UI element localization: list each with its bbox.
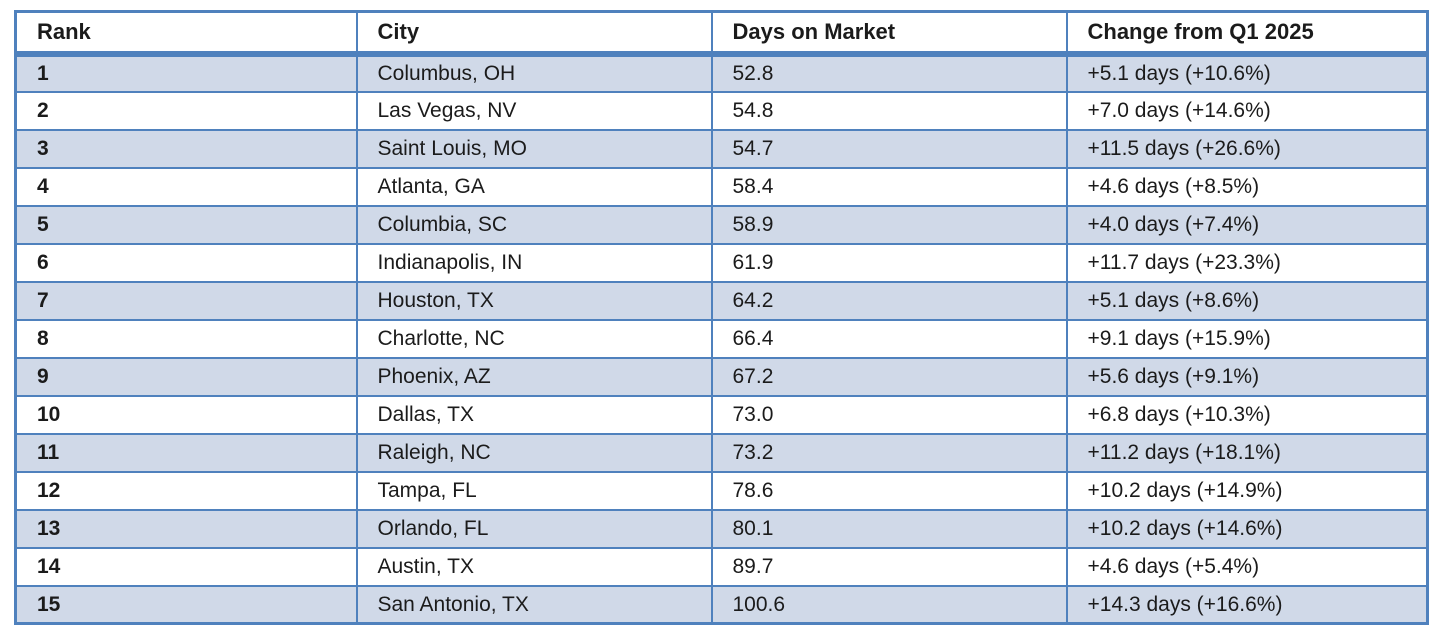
cell-rank: 10 bbox=[14, 394, 358, 435]
table-row: 8 Charlotte, NC 66.4 +9.1 days (+15.9%) bbox=[14, 318, 1429, 359]
cell-change: +4.6 days (+5.4%) bbox=[1065, 546, 1429, 587]
cell-change: +11.5 days (+26.6%) bbox=[1065, 128, 1429, 169]
cell-city: Tampa, FL bbox=[355, 470, 713, 511]
cell-rank: 3 bbox=[14, 128, 358, 169]
cell-change: +9.1 days (+15.9%) bbox=[1065, 318, 1429, 359]
cell-rank: 15 bbox=[14, 584, 358, 625]
cell-days: 100.6 bbox=[710, 584, 1068, 625]
cell-change: +4.6 days (+8.5%) bbox=[1065, 166, 1429, 207]
cell-change: +11.7 days (+23.3%) bbox=[1065, 242, 1429, 283]
cell-rank: 12 bbox=[14, 470, 358, 511]
cell-city: Las Vegas, NV bbox=[355, 90, 713, 131]
table-row: 9 Phoenix, AZ 67.2 +5.6 days (+9.1%) bbox=[14, 356, 1429, 397]
cell-days: 61.9 bbox=[710, 242, 1068, 283]
cell-rank: 4 bbox=[14, 166, 358, 207]
cell-days: 54.7 bbox=[710, 128, 1068, 169]
cell-city: Houston, TX bbox=[355, 280, 713, 321]
cell-city: Columbus, OH bbox=[355, 52, 713, 93]
table-row: 15 San Antonio, TX 100.6 +14.3 days (+16… bbox=[14, 584, 1429, 625]
column-header-change: Change from Q1 2025 bbox=[1065, 10, 1429, 57]
cell-city: Austin, TX bbox=[355, 546, 713, 587]
cell-city: Saint Louis, MO bbox=[355, 128, 713, 169]
cell-city: Indianapolis, IN bbox=[355, 242, 713, 283]
cell-days: 64.2 bbox=[710, 280, 1068, 321]
cell-change: +10.2 days (+14.6%) bbox=[1065, 508, 1429, 549]
cell-change: +5.6 days (+9.1%) bbox=[1065, 356, 1429, 397]
cell-city: Orlando, FL bbox=[355, 508, 713, 549]
cell-rank: 9 bbox=[14, 356, 358, 397]
column-header-rank: Rank bbox=[14, 10, 358, 57]
cell-city: Columbia, SC bbox=[355, 204, 713, 245]
cell-rank: 2 bbox=[14, 90, 358, 131]
table-row: 10 Dallas, TX 73.0 +6.8 days (+10.3%) bbox=[14, 394, 1429, 435]
cell-change: +11.2 days (+18.1%) bbox=[1065, 432, 1429, 473]
days-on-market-table-container: Rank City Days on Market Change from Q1 … bbox=[14, 10, 1429, 625]
cell-city: Dallas, TX bbox=[355, 394, 713, 435]
cell-city: Atlanta, GA bbox=[355, 166, 713, 207]
column-header-days-on-market: Days on Market bbox=[710, 10, 1068, 57]
column-header-city: City bbox=[355, 10, 713, 57]
table-row: 12 Tampa, FL 78.6 +10.2 days (+14.9%) bbox=[14, 470, 1429, 511]
cell-days: 73.0 bbox=[710, 394, 1068, 435]
cell-city: Raleigh, NC bbox=[355, 432, 713, 473]
cell-city: San Antonio, TX bbox=[355, 584, 713, 625]
table-row: 3 Saint Louis, MO 54.7 +11.5 days (+26.6… bbox=[14, 128, 1429, 169]
table-row: 6 Indianapolis, IN 61.9 +11.7 days (+23.… bbox=[14, 242, 1429, 283]
table-row: 14 Austin, TX 89.7 +4.6 days (+5.4%) bbox=[14, 546, 1429, 587]
cell-change: +7.0 days (+14.6%) bbox=[1065, 90, 1429, 131]
cell-rank: 13 bbox=[14, 508, 358, 549]
table-row: 1 Columbus, OH 52.8 +5.1 days (+10.6%) bbox=[14, 52, 1429, 93]
cell-days: 78.6 bbox=[710, 470, 1068, 511]
cell-rank: 5 bbox=[14, 204, 358, 245]
table-row: 11 Raleigh, NC 73.2 +11.2 days (+18.1%) bbox=[14, 432, 1429, 473]
cell-rank: 6 bbox=[14, 242, 358, 283]
table-row: 5 Columbia, SC 58.9 +4.0 days (+7.4%) bbox=[14, 204, 1429, 245]
cell-days: 73.2 bbox=[710, 432, 1068, 473]
table-row: 2 Las Vegas, NV 54.8 +7.0 days (+14.6%) bbox=[14, 90, 1429, 131]
cell-days: 54.8 bbox=[710, 90, 1068, 131]
cell-days: 80.1 bbox=[710, 508, 1068, 549]
days-on-market-table: Rank City Days on Market Change from Q1 … bbox=[14, 10, 1429, 625]
cell-change: +5.1 days (+10.6%) bbox=[1065, 52, 1429, 93]
cell-days: 89.7 bbox=[710, 546, 1068, 587]
cell-city: Phoenix, AZ bbox=[355, 356, 713, 397]
header-row: Rank City Days on Market Change from Q1 … bbox=[14, 10, 1429, 57]
table-row: 13 Orlando, FL 80.1 +10.2 days (+14.6%) bbox=[14, 508, 1429, 549]
cell-rank: 8 bbox=[14, 318, 358, 359]
cell-change: +5.1 days (+8.6%) bbox=[1065, 280, 1429, 321]
cell-rank: 11 bbox=[14, 432, 358, 473]
cell-rank: 1 bbox=[14, 52, 358, 93]
cell-days: 58.4 bbox=[710, 166, 1068, 207]
table-row: 4 Atlanta, GA 58.4 +4.6 days (+8.5%) bbox=[14, 166, 1429, 207]
table-row: 7 Houston, TX 64.2 +5.1 days (+8.6%) bbox=[14, 280, 1429, 321]
cell-change: +14.3 days (+16.6%) bbox=[1065, 584, 1429, 625]
cell-change: +4.0 days (+7.4%) bbox=[1065, 204, 1429, 245]
cell-rank: 14 bbox=[14, 546, 358, 587]
cell-days: 58.9 bbox=[710, 204, 1068, 245]
cell-rank: 7 bbox=[14, 280, 358, 321]
cell-change: +10.2 days (+14.9%) bbox=[1065, 470, 1429, 511]
cell-change: +6.8 days (+10.3%) bbox=[1065, 394, 1429, 435]
cell-days: 66.4 bbox=[710, 318, 1068, 359]
cell-days: 67.2 bbox=[710, 356, 1068, 397]
cell-days: 52.8 bbox=[710, 52, 1068, 93]
cell-city: Charlotte, NC bbox=[355, 318, 713, 359]
